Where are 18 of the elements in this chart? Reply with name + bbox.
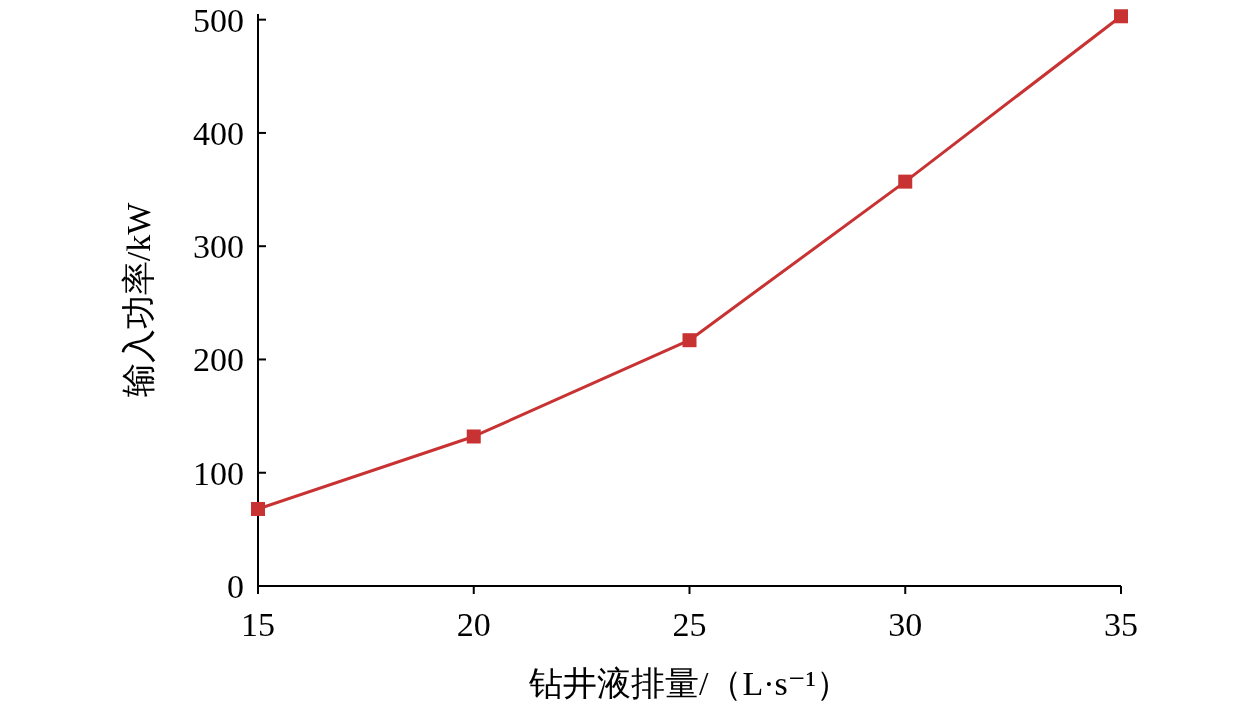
x-tick-label: 15: [241, 606, 275, 643]
x-axis-title: 钻井液排量/（L·s⁻¹）: [528, 665, 850, 702]
y-tick-label: 0: [227, 568, 244, 605]
y-tick-label: 500: [193, 1, 244, 39]
y-axis-title: 输入功率/kW: [120, 201, 157, 398]
y-tick-label: 200: [193, 341, 244, 379]
point: [1114, 9, 1128, 24]
x-tick-label: 30: [888, 606, 923, 643]
point: [251, 501, 265, 516]
x-tick-label: 20: [456, 606, 491, 643]
point: [466, 429, 481, 444]
x-tick-label: 25: [672, 606, 707, 643]
point: [682, 333, 697, 348]
y-tick-label: 100: [193, 454, 244, 492]
point: [898, 174, 913, 189]
y-tick-label: 300: [193, 228, 244, 266]
x-tick-label: 35: [1104, 606, 1138, 643]
y-tick-label: 400: [193, 114, 244, 152]
